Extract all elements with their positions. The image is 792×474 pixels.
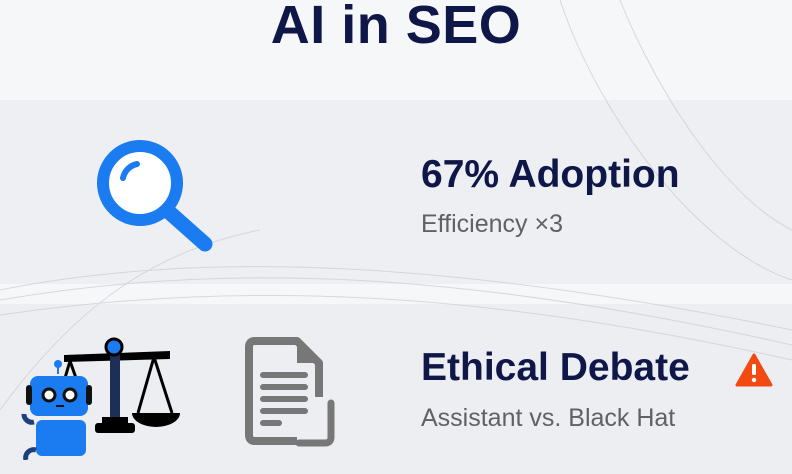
ethics-subtext: Assistant vs. Black Hat	[421, 404, 676, 432]
magnifier-icon	[97, 140, 213, 252]
adoption-heading: 67% Adoption	[421, 153, 680, 196]
ethics-heading: Ethical Debate	[421, 346, 690, 389]
warning-icon	[735, 353, 773, 387]
scales-icon	[60, 337, 180, 433]
robot-icon	[21, 360, 92, 460]
document-icon	[245, 337, 335, 447]
page-title: AI in SEO	[270, 0, 522, 55]
adoption-subtext: Efficiency ×3	[421, 210, 563, 238]
